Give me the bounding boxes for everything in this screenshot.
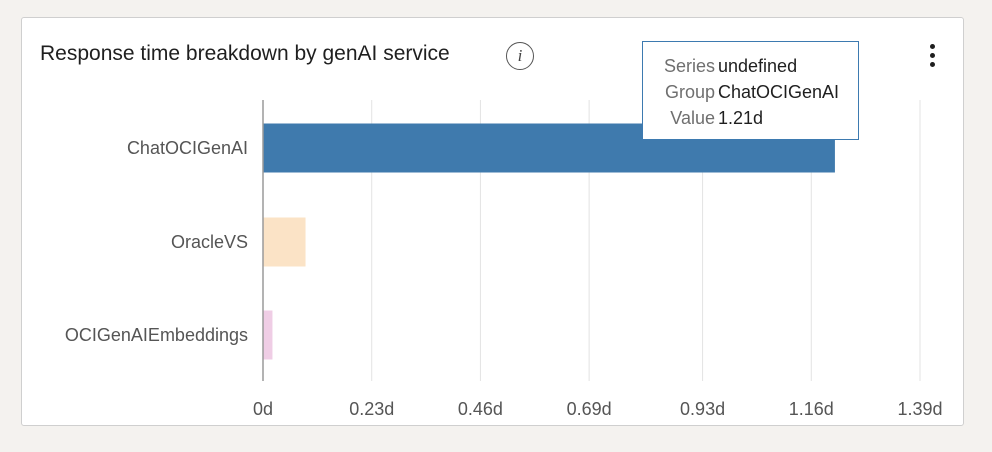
tooltip-key: Group [664, 82, 715, 102]
chart-tooltip: Series undefined Group ChatOCIGenAI Valu… [642, 41, 859, 140]
x-tick-label: 0.46d [458, 399, 503, 419]
kebab-menu-icon[interactable] [922, 42, 944, 70]
x-tick-label: 1.16d [789, 399, 834, 419]
tooltip-row-value: Value 1.21d [643, 105, 858, 131]
x-tick-label: 0.23d [349, 399, 394, 419]
category-label: OracleVS [171, 232, 248, 252]
tooltip-value: ChatOCIGenAI [718, 82, 840, 102]
tooltip-key: Value [670, 108, 715, 128]
tooltip-key: Series [663, 56, 715, 76]
x-tick-label: 0d [253, 399, 273, 419]
x-tick-label: 1.39d [897, 399, 942, 419]
info-icon[interactable]: i [506, 42, 534, 70]
tooltip-row-group: Group ChatOCIGenAI [643, 79, 858, 105]
x-tick-label: 0.69d [567, 399, 612, 419]
chart-title: Response time breakdown by genAI service [40, 42, 450, 65]
category-label: OCIGenAIEmbeddings [65, 325, 248, 345]
bar[interactable] [263, 217, 306, 267]
bar[interactable] [263, 310, 273, 360]
category-label: ChatOCIGenAI [127, 138, 248, 158]
tooltip-value: undefined [718, 56, 798, 76]
tooltip-value: 1.21d [718, 108, 764, 128]
x-tick-label: 0.93d [680, 399, 725, 419]
tooltip-row-series: Series undefined [643, 53, 858, 79]
